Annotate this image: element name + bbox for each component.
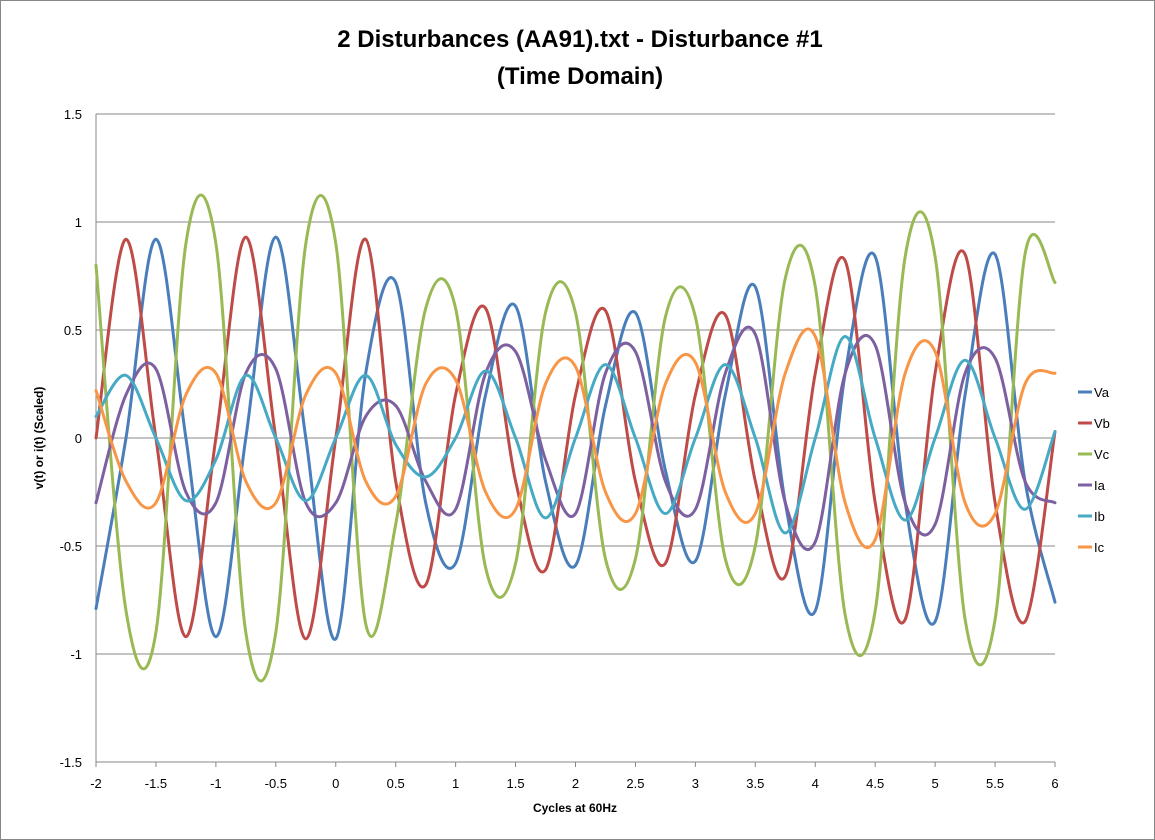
legend: Va Vb Vc Ia Ib Ic bbox=[1078, 385, 1110, 555]
x-tick-label: -0.5 bbox=[265, 776, 287, 791]
y-tick-label: -0.5 bbox=[60, 539, 82, 554]
y-tick-label: -1.5 bbox=[60, 755, 82, 770]
x-tick-label: 1 bbox=[452, 776, 459, 791]
legend-label: Ia bbox=[1094, 478, 1106, 493]
axes: 1.5 1 0.5 0 -0.5 -1 -1.5 -2 -1.5 -1 -0.5 0 0.5 1 1.5 2 2… bbox=[60, 107, 1059, 791]
x-tick-label: 3 bbox=[692, 776, 699, 791]
x-tick-label: 0.5 bbox=[387, 776, 405, 791]
legend-label: Ib bbox=[1094, 509, 1105, 524]
legend-label: Vc bbox=[1094, 447, 1110, 462]
y-tick-label: 0 bbox=[75, 431, 82, 446]
x-tick-label: 6 bbox=[1051, 776, 1058, 791]
x-tick-label: 2 bbox=[572, 776, 579, 791]
y-tick-label: 0.5 bbox=[64, 323, 82, 338]
x-tick-label: 3.5 bbox=[746, 776, 764, 791]
x-tick-label: 5 bbox=[932, 776, 939, 791]
y-tick-label: 1.5 bbox=[64, 107, 82, 122]
x-axis-title: Cycles at 60Hz bbox=[533, 801, 617, 815]
x-tick-label: 5.5 bbox=[986, 776, 1004, 791]
chart-subtitle: (Time Domain) bbox=[497, 63, 663, 90]
x-tick-label: 0 bbox=[332, 776, 339, 791]
legend-label: Vb bbox=[1094, 416, 1110, 431]
x-tick-label: -1 bbox=[210, 776, 222, 791]
series-line-vb bbox=[94, 235, 1057, 641]
x-tick-label: -2 bbox=[90, 776, 102, 791]
x-tick-label: -1.5 bbox=[145, 776, 167, 791]
series-lines bbox=[94, 193, 1057, 683]
y-axis-title: v(t) or i(t) (Scaled) bbox=[32, 387, 46, 490]
series-line-vc bbox=[94, 193, 1057, 683]
x-tick-label: 4.5 bbox=[866, 776, 884, 791]
y-tick-label: -1 bbox=[70, 647, 82, 662]
series-line-va bbox=[94, 235, 1057, 641]
y-tick-label: 1 bbox=[75, 215, 82, 230]
x-tick-label: 1.5 bbox=[507, 776, 525, 791]
legend-label: Va bbox=[1094, 385, 1110, 400]
chart-title: 2 Disturbances (AA91).txt - Disturbance … bbox=[337, 26, 822, 53]
series-line-ib bbox=[94, 335, 1057, 535]
series-line-ic bbox=[94, 327, 1057, 549]
x-tick-label: 2.5 bbox=[626, 776, 644, 791]
x-tick-label: 4 bbox=[812, 776, 819, 791]
legend-label: Ic bbox=[1094, 540, 1105, 555]
